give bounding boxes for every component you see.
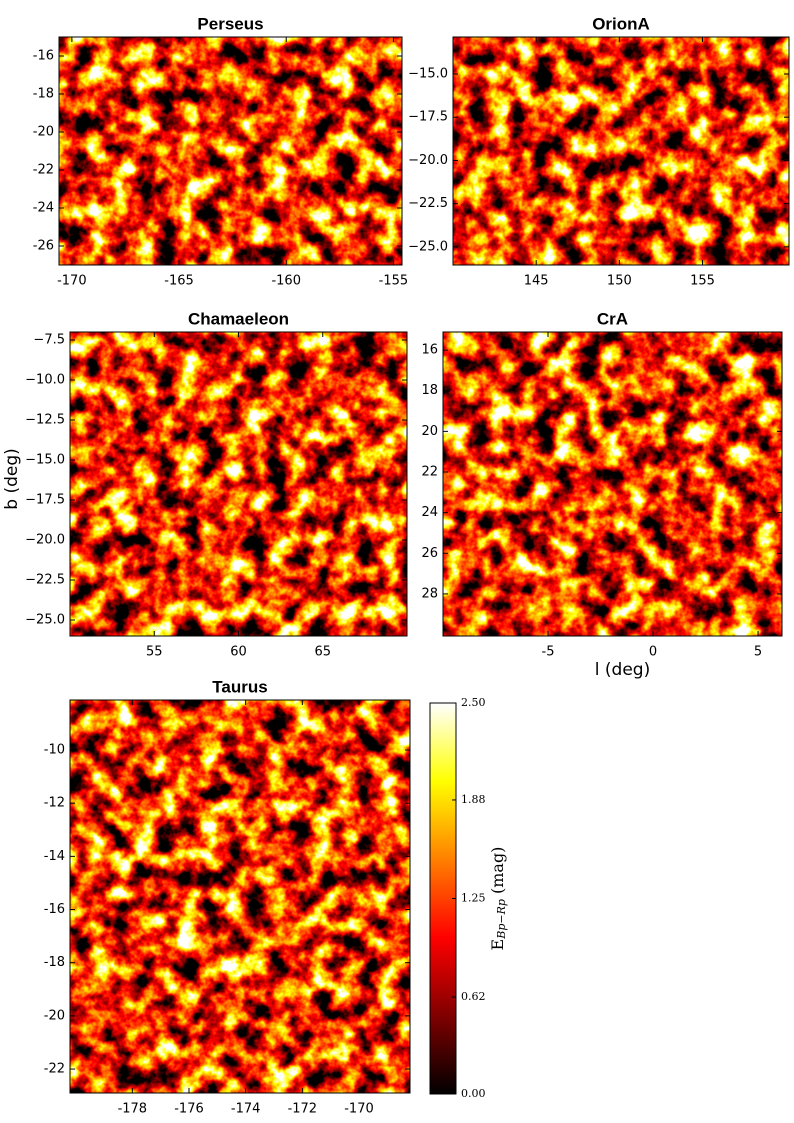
plot-frame bbox=[69, 699, 411, 1094]
y-tick-label: 26 bbox=[421, 546, 438, 561]
y-tick-label: -26 bbox=[33, 239, 54, 254]
y-tick-label: -16 bbox=[33, 49, 54, 64]
x-tick-label: 65 bbox=[314, 645, 331, 660]
x-tick-label: -5 bbox=[542, 645, 555, 660]
y-tick-label: −12.5 bbox=[25, 413, 65, 428]
y-tick-label: -14 bbox=[44, 849, 65, 864]
y-tick-label: -12 bbox=[44, 796, 65, 811]
x-tick-label: -172 bbox=[288, 1102, 318, 1117]
x-tick-label: -176 bbox=[174, 1102, 204, 1117]
y-tick-label: −10.0 bbox=[25, 373, 65, 388]
x-tick-label: -170 bbox=[57, 274, 87, 289]
x-tick-label: -155 bbox=[379, 274, 409, 289]
y-tick-label: -24 bbox=[33, 201, 54, 216]
y-tick-label: −17.5 bbox=[25, 493, 65, 508]
colorbar-tick-label: 1.88 bbox=[461, 793, 486, 806]
panel-title: CrA bbox=[597, 309, 628, 328]
plot-frame bbox=[58, 36, 403, 266]
colorbar-tick-label: 0.62 bbox=[461, 990, 486, 1003]
x-tick-label: -178 bbox=[118, 1102, 148, 1117]
y-tick-label: −17.5 bbox=[408, 110, 448, 125]
x-tick-label: 5 bbox=[754, 645, 762, 660]
panel-title: OrionA bbox=[592, 14, 650, 33]
y-tick-label: −22.5 bbox=[25, 573, 65, 588]
y-tick-label: -20 bbox=[33, 125, 54, 140]
y-tick-label: −20.0 bbox=[408, 153, 448, 168]
y-tick-label: 16 bbox=[421, 343, 438, 358]
x-tick-label: 145 bbox=[524, 274, 549, 289]
colorbar-tick-label: 2.50 bbox=[461, 696, 486, 709]
colorbar-label-unit: (mag) bbox=[488, 847, 507, 900]
heatmap bbox=[453, 37, 789, 265]
x-tick-label: 55 bbox=[146, 645, 163, 660]
heatmap bbox=[443, 332, 782, 636]
x-axis-label: l (deg) bbox=[595, 660, 650, 680]
y-tick-label: 20 bbox=[421, 424, 438, 439]
y-tick-label: −15.0 bbox=[25, 453, 65, 468]
panel-title: Perseus bbox=[197, 14, 263, 33]
y-tick-label: 18 bbox=[421, 383, 438, 398]
colorbar-tick-label: 0.00 bbox=[461, 1087, 486, 1100]
panel-title: Chamaeleon bbox=[188, 309, 289, 328]
y-tick-label: −25.0 bbox=[25, 613, 65, 628]
y-axis-label: b (deg) bbox=[2, 448, 22, 510]
colorbar-label: EBp−Rp (mag) bbox=[488, 847, 509, 951]
heatmap bbox=[70, 332, 407, 636]
heatmap bbox=[59, 37, 402, 265]
x-tick-label: 155 bbox=[690, 274, 715, 289]
y-tick-label: −22.5 bbox=[408, 196, 448, 211]
y-tick-label: -18 bbox=[44, 955, 65, 970]
x-tick-label: -174 bbox=[231, 1102, 261, 1117]
x-tick-label: 150 bbox=[607, 274, 632, 289]
colorbar-label-main: E bbox=[488, 939, 507, 951]
y-tick-label: -20 bbox=[44, 1008, 65, 1023]
colorbar bbox=[429, 702, 457, 1095]
y-tick-label: -16 bbox=[44, 902, 65, 917]
plot-frame bbox=[442, 331, 783, 637]
y-tick-label: -22 bbox=[33, 163, 54, 178]
y-tick-label: −20.0 bbox=[25, 533, 65, 548]
colorbar-tick-label: 1.25 bbox=[461, 892, 486, 905]
y-tick-label: −7.5 bbox=[33, 333, 65, 348]
colorbar-label-sub: Bp−Rp bbox=[495, 899, 508, 940]
panel-title: Taurus bbox=[212, 677, 267, 696]
heatmap bbox=[70, 700, 410, 1093]
y-tick-label: −25.0 bbox=[408, 239, 448, 254]
x-tick-label: -165 bbox=[164, 274, 194, 289]
x-tick-label: 60 bbox=[230, 645, 247, 660]
y-tick-label: 28 bbox=[421, 586, 438, 601]
y-tick-label: -22 bbox=[44, 1062, 65, 1077]
x-tick-label: -170 bbox=[344, 1102, 374, 1117]
x-tick-label: -160 bbox=[271, 274, 301, 289]
x-tick-label: 0 bbox=[649, 645, 657, 660]
y-tick-label: -10 bbox=[44, 742, 65, 757]
y-tick-label: 22 bbox=[421, 465, 438, 480]
y-tick-label: −15.0 bbox=[408, 66, 448, 81]
y-tick-label: 24 bbox=[421, 505, 438, 520]
y-tick-label: -18 bbox=[33, 87, 54, 102]
plot-frame bbox=[452, 36, 790, 266]
